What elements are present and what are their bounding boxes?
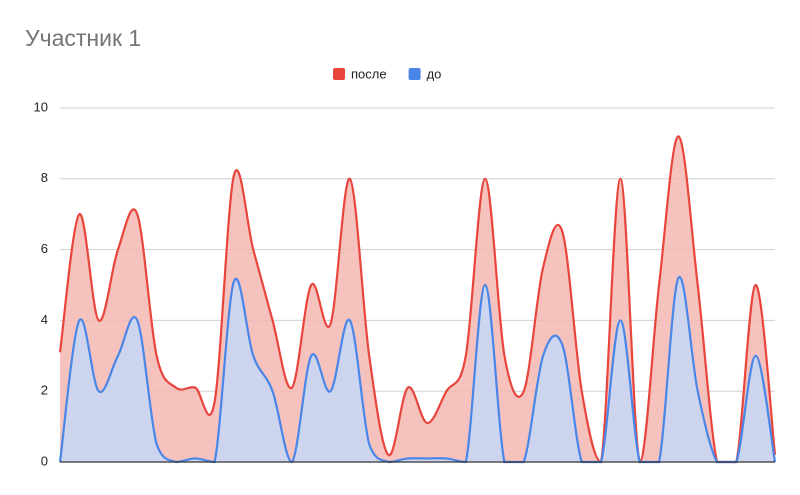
line	[58, 275, 777, 464]
legend-swatch	[408, 68, 421, 80]
y-tick-label: 0	[41, 453, 48, 468]
chart-title: Участник 1	[25, 25, 141, 51]
legend-label: после	[351, 66, 387, 81]
legend-label: до	[427, 66, 442, 81]
y-tick-label: 6	[41, 241, 48, 256]
y-tick-label: 8	[41, 170, 48, 185]
area	[60, 276, 775, 462]
y-tick-label: 4	[41, 312, 48, 327]
y-tick-label: 10	[34, 99, 48, 114]
line	[58, 135, 777, 464]
legend-swatch	[333, 68, 345, 80]
y-tick-label: 2	[41, 383, 48, 398]
